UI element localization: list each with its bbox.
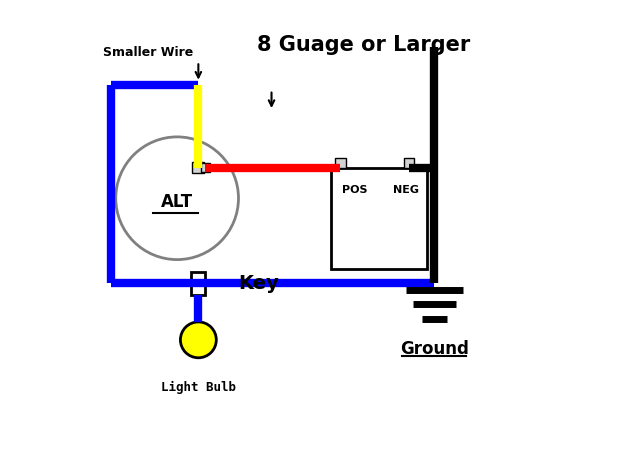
Bar	[201, 163, 210, 172]
Text: ALT: ALT	[161, 193, 193, 211]
Bar	[192, 272, 205, 295]
Bar	[404, 158, 414, 168]
Text: Light Bulb: Light Bulb	[161, 380, 236, 394]
Circle shape	[180, 322, 216, 358]
Text: 8 Guage or Larger: 8 Guage or Larger	[257, 35, 470, 55]
Text: POS: POS	[342, 185, 367, 195]
Bar	[335, 158, 345, 168]
Text: NEG: NEG	[393, 185, 419, 195]
Text: Ground: Ground	[400, 340, 468, 358]
Text: Smaller Wire: Smaller Wire	[104, 46, 193, 59]
Text: Key: Key	[239, 274, 279, 293]
Bar	[330, 168, 427, 269]
Bar	[192, 162, 205, 173]
